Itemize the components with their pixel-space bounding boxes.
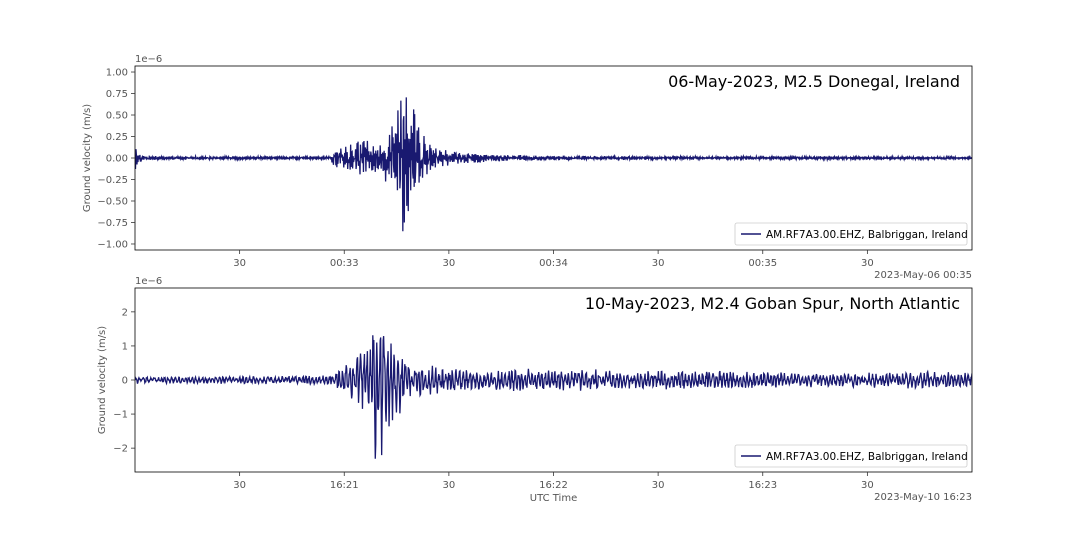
chart-title: 06-May-2023, M2.5 Donegal, Ireland (668, 72, 960, 91)
y-tick-label: −0.25 (97, 175, 128, 186)
legend: AM.RF7A3.00.EHZ, Balbriggan, Ireland (734, 444, 968, 468)
y-tick-label: −2 (113, 444, 128, 455)
y-scale-label: 1e−6 (135, 54, 162, 65)
legend: AM.RF7A3.00.EHZ, Balbriggan, Ireland (734, 222, 968, 246)
waveform-line (135, 335, 972, 459)
x-tick-label: 30 (861, 258, 874, 269)
waveform-line (135, 97, 972, 232)
x-tick-label: 00:33 (330, 258, 359, 269)
y-axis-label: Ground velocity (m/s) (97, 326, 108, 434)
x-tick-label: 16:21 (330, 480, 359, 491)
y-tick-label: 1.00 (106, 68, 128, 79)
x-axis-label: UTC Time (530, 493, 577, 504)
x-tick-label: 00:34 (539, 258, 568, 269)
y-tick-label: 0.75 (106, 89, 128, 100)
y-tick-label: 0.50 (106, 111, 128, 122)
x-tick-label: 30 (233, 480, 246, 491)
legend-box (734, 222, 968, 246)
x-tick-label: 30 (861, 480, 874, 491)
x-offset-date-label: 2023-May-10 16:23 (874, 492, 972, 503)
y-tick-label: 0.00 (106, 154, 128, 165)
y-tick-label: −0.75 (97, 218, 128, 229)
y-tick-label: 2 (122, 307, 128, 318)
legend-box (734, 444, 968, 468)
y-tick-label: 0.25 (106, 132, 128, 143)
x-tick-label: 00:35 (748, 258, 777, 269)
seismogram-panel-goban-spur: 2 1 0 −1 −2 30 16:21 30 16:22 30 16:23 30 1e−6 2023-M… (97, 276, 973, 504)
y-tick-label: 0 (122, 376, 128, 387)
legend-label: AM.RF7A3.00.EHZ, Balbriggan, Ireland (766, 229, 968, 241)
x-tick-label: 16:22 (539, 480, 568, 491)
y-scale-label: 1e−6 (135, 276, 162, 287)
x-tick-label: 30 (652, 480, 665, 491)
chart-title: 10-May-2023, M2.4 Goban Spur, North Atla… (585, 294, 960, 313)
y-tick-label: −1 (113, 410, 128, 421)
x-tick-label: 30 (233, 258, 246, 269)
x-offset-date-label: 2023-May-06 00:35 (874, 270, 972, 281)
x-tick-label: 30 (443, 258, 456, 269)
x-tick-label: 16:23 (748, 480, 777, 491)
x-tick-label: 30 (652, 258, 665, 269)
x-tick-label: 30 (443, 480, 456, 491)
y-axis-label: Ground velocity (m/s) (82, 104, 93, 212)
y-tick-label: 1 (122, 341, 128, 352)
legend-label: AM.RF7A3.00.EHZ, Balbriggan, Ireland (766, 451, 968, 463)
seismogram-panel-donegal: 1.00 0.75 0.50 0.25 0.00 −0.25 −0.50 −0.75 −1.00… (82, 54, 973, 281)
y-tick-label: −1.00 (97, 239, 128, 250)
y-tick-label: −0.50 (97, 196, 128, 207)
